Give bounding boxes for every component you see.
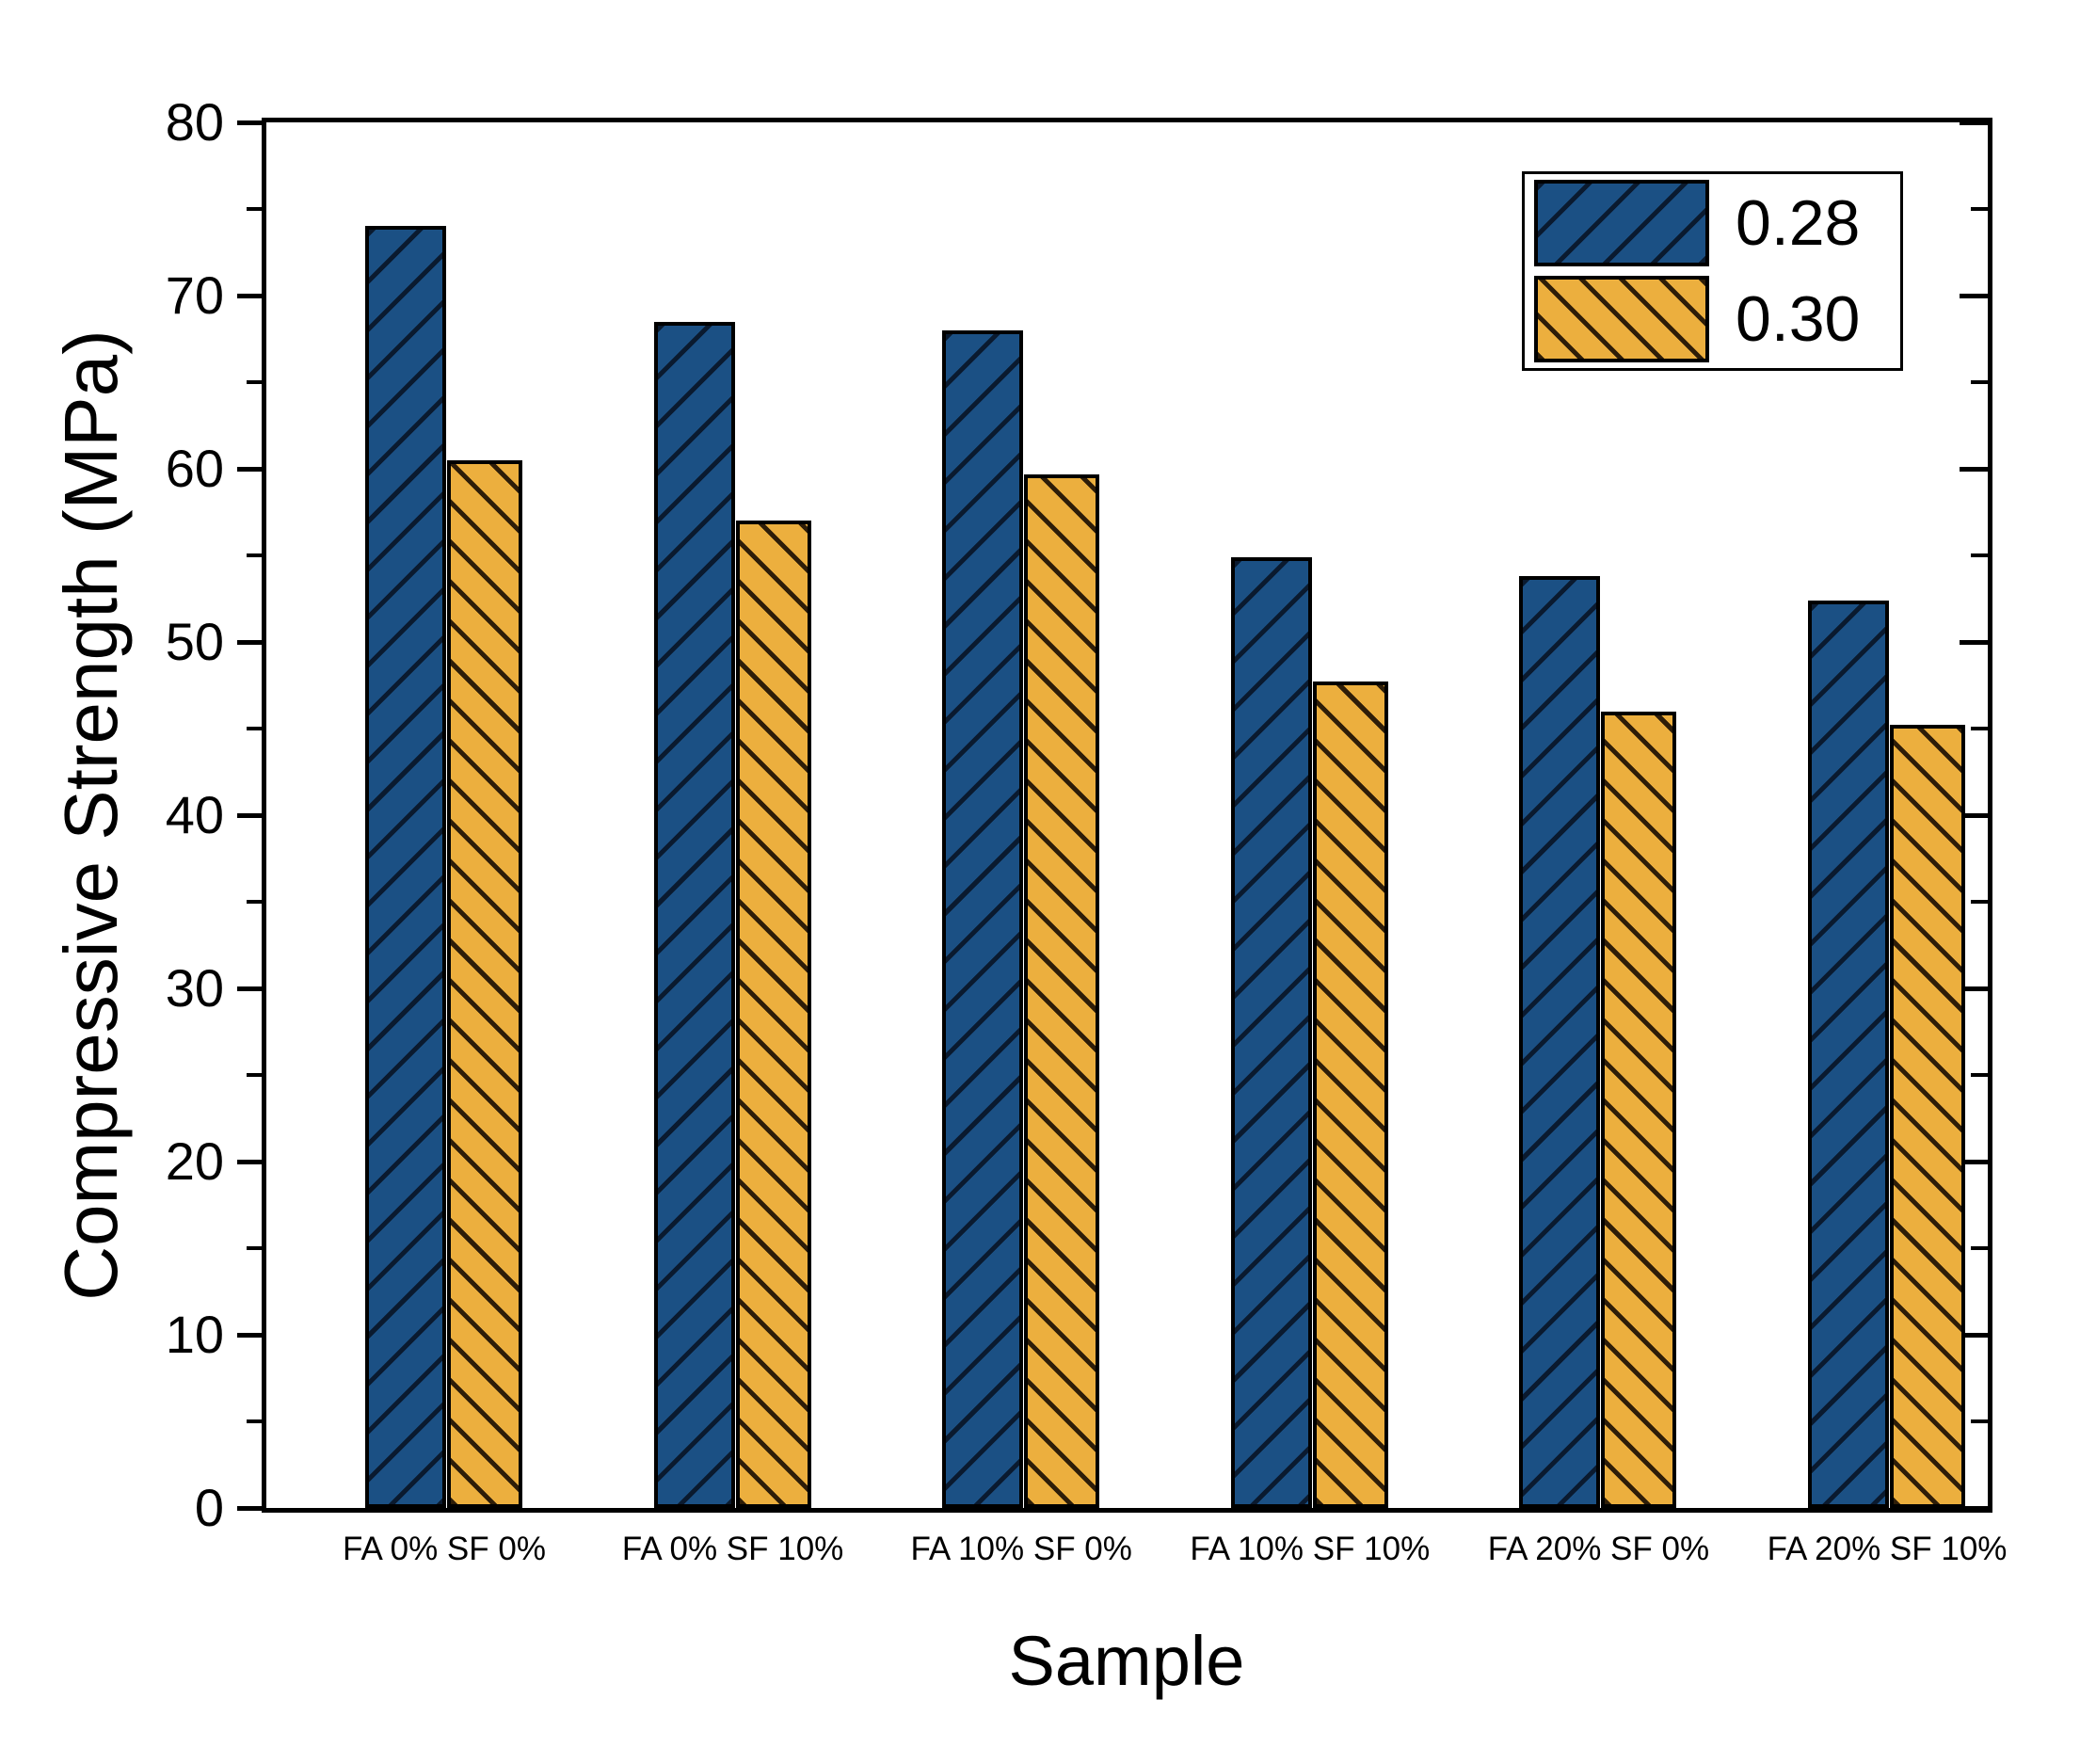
y-major-tick (1960, 812, 1988, 818)
bar-0.28-fa-0-sf-0- (365, 226, 446, 1508)
y-minor-tick (1971, 207, 1988, 211)
plot-area: 0.28 0.30 0 10 20 30 40 50 60 70 80 (166, 96, 1992, 1534)
y-minor-tick (1971, 553, 1988, 557)
y-minor-tick (247, 727, 262, 730)
y-minor-tick (247, 1419, 262, 1423)
x-category-label: FA 20% SF 10% (1767, 1531, 2008, 1567)
bar-0.30-fa-0-sf-10- (735, 521, 811, 1508)
legend-item-028: 0.28 (1534, 180, 1900, 266)
bar-0.28-fa-20-sf-10- (1808, 600, 1889, 1508)
y-tick-label: 50 (165, 612, 224, 671)
y-major-tick (237, 120, 262, 125)
bar-0.30-fa-20-sf-10- (1890, 725, 1965, 1508)
bar-0.28-fa-10-sf-10- (1230, 556, 1312, 1508)
y-minor-tick (247, 1073, 262, 1077)
y-major-tick (237, 1505, 262, 1511)
y-major-tick (1960, 120, 1988, 125)
y-minor-tick (247, 900, 262, 904)
y-major-tick (237, 1159, 262, 1164)
bar-0.30-fa-10-sf-10- (1312, 682, 1388, 1508)
y-minor-tick (1971, 900, 1988, 904)
bar-0.30-fa-0-sf-0- (447, 459, 522, 1508)
bar-0.30-fa-10-sf-0- (1024, 473, 1100, 1508)
y-minor-tick (1971, 727, 1988, 730)
bar-0.28-fa-10-sf-0- (942, 329, 1024, 1508)
x-axis-title: Sample (1008, 1622, 1245, 1700)
bar-0.30-fa-20-sf-0- (1601, 711, 1677, 1508)
y-minor-tick (247, 1246, 262, 1250)
y-major-tick (237, 812, 262, 818)
y-minor-tick (1971, 1246, 1988, 1250)
legend: 0.28 0.30 (1522, 171, 1903, 371)
x-category-label: FA 0% SF 10% (621, 1531, 844, 1567)
y-major-tick (237, 639, 262, 645)
x-category-label: FA 10% SF 10% (1190, 1531, 1431, 1567)
y-major-tick (1960, 1505, 1988, 1511)
y-minor-tick (247, 207, 262, 211)
bar-0.28-fa-0-sf-10- (653, 321, 735, 1508)
y-minor-tick (1971, 1073, 1988, 1077)
bar-0.28-fa-20-sf-0- (1519, 576, 1601, 1508)
legend-label-030: 0.30 (1736, 283, 1861, 355)
y-major-tick (237, 293, 262, 298)
y-major-tick (1960, 986, 1988, 991)
y-minor-tick (247, 553, 262, 557)
y-tick-label: 60 (165, 439, 224, 498)
y-tick-label: 0 (194, 1478, 224, 1537)
x-category-label: FA 20% SF 0% (1487, 1531, 1710, 1567)
y-major-tick (1960, 1159, 1988, 1164)
y-tick-label: 80 (165, 92, 224, 152)
y-tick-label: 10 (165, 1305, 224, 1364)
y-minor-tick (247, 380, 262, 384)
y-tick-label: 70 (165, 265, 224, 325)
y-major-tick (1960, 466, 1988, 472)
y-tick-label: 40 (165, 785, 224, 844)
y-tick-label: 30 (165, 958, 224, 1018)
legend-item-030: 0.30 (1534, 276, 1900, 362)
legend-label-028: 0.28 (1736, 187, 1861, 259)
y-tick-label: 20 (165, 1131, 224, 1191)
y-major-tick (1960, 293, 1988, 298)
y-major-tick (1960, 1332, 1988, 1338)
y-major-tick (237, 466, 262, 472)
x-category-label: FA 0% SF 0% (343, 1531, 546, 1567)
legend-swatch-030 (1534, 276, 1709, 362)
x-category-label: FA 10% SF 0% (910, 1531, 1132, 1567)
y-minor-tick (1971, 1419, 1988, 1423)
plot-inner: 0.28 0.30 0 10 20 30 40 50 60 70 80 (166, 96, 1988, 1534)
y-minor-tick (1971, 380, 1988, 384)
y-major-tick (237, 1332, 262, 1338)
y-major-tick (1960, 639, 1988, 645)
legend-swatch-028 (1534, 180, 1709, 266)
y-major-tick (237, 986, 262, 991)
